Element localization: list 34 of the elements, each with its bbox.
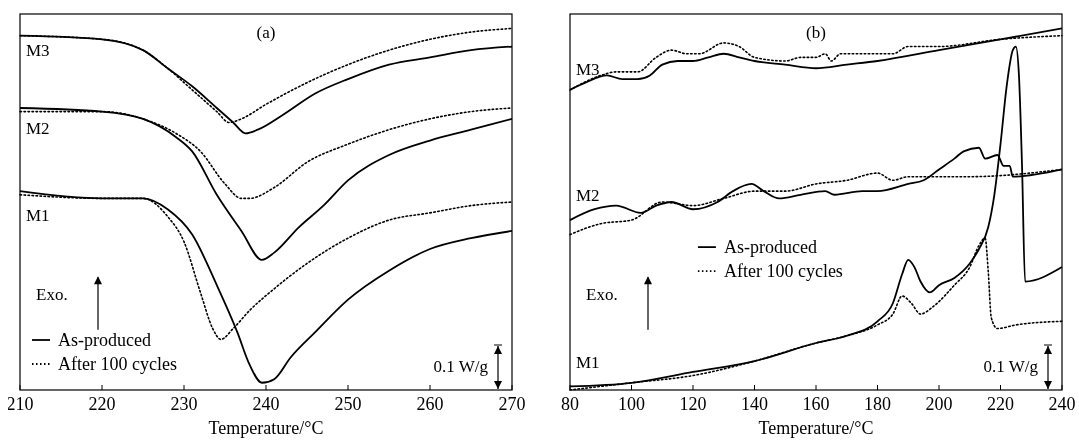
x-tick-label: 120 (679, 394, 707, 414)
legend-label: After 100 cycles (723, 261, 843, 282)
annotation: 0.1 W/g (433, 357, 489, 376)
x-axis-title: Temperature/°C (208, 418, 324, 438)
x-tick-label: 210 (6, 394, 34, 414)
annotation: M3 (26, 40, 50, 60)
annotation: M2 (576, 185, 600, 205)
annotation: 0.1 W/g (983, 357, 1039, 376)
x-tick-label: 220 (987, 394, 1014, 414)
x-tick-label: 200 (925, 394, 953, 414)
legend-label: As-produced (723, 237, 817, 258)
annotation: Exo. (36, 284, 68, 304)
annotation: M1 (26, 205, 50, 225)
x-tick-label: 270 (498, 394, 526, 414)
x-tick-label: 230 (170, 394, 198, 414)
annotation: M3 (576, 59, 600, 79)
x-tick-label: 220 (88, 394, 116, 414)
legend-label: After 100 cycles (58, 354, 177, 374)
x-tick-label: 240 (1048, 394, 1076, 414)
x-axis-title: Temperature/°C (758, 418, 874, 438)
x-tick-label: 140 (741, 394, 768, 414)
x-tick-label: 100 (618, 394, 645, 414)
x-tick-label: 240 (252, 394, 280, 414)
annotation: M1 (576, 352, 600, 372)
chart-title: (b) (806, 23, 826, 42)
annotation: Exo. (586, 284, 618, 304)
x-tick-label: 180 (864, 394, 891, 414)
x-tick-label: 80 (561, 394, 579, 414)
chart-title: (a) (256, 23, 276, 42)
annotation: M2 (26, 118, 50, 138)
legend-label: As-produced (58, 330, 151, 350)
x-tick-label: 250 (334, 394, 362, 414)
x-tick-label: 160 (802, 394, 830, 414)
x-tick-label: 260 (416, 394, 444, 414)
